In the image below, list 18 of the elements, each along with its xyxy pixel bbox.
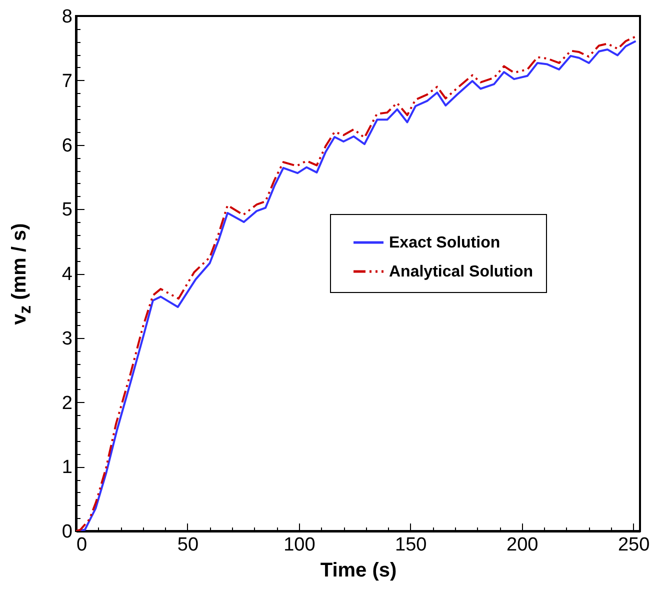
- y-tick-label: 2: [62, 392, 72, 414]
- y-tick-label: 1: [62, 457, 72, 478]
- y-tick-label: 5: [62, 200, 72, 221]
- x-tick-label: 200: [506, 534, 538, 556]
- legend-label: Exact Solution: [389, 234, 500, 252]
- x-tick-label: 0: [76, 534, 88, 556]
- legend-label: Analytical Solution: [389, 264, 534, 280]
- x-axis-title: Time (s): [320, 560, 397, 582]
- x-tick-label: 150: [395, 534, 427, 556]
- y-tick-label: 0: [62, 522, 72, 542]
- y-tick-label: 6: [62, 135, 72, 156]
- y-tick-label: 3: [62, 328, 72, 350]
- x-tick-label: 100: [284, 534, 316, 556]
- y-tick-label: 7: [62, 70, 72, 92]
- x-tick-label: 250: [618, 534, 650, 556]
- y-tick-label: 4: [62, 264, 73, 285]
- y-tick-label: 8: [62, 6, 72, 28]
- x-tick-label: 50: [177, 534, 199, 556]
